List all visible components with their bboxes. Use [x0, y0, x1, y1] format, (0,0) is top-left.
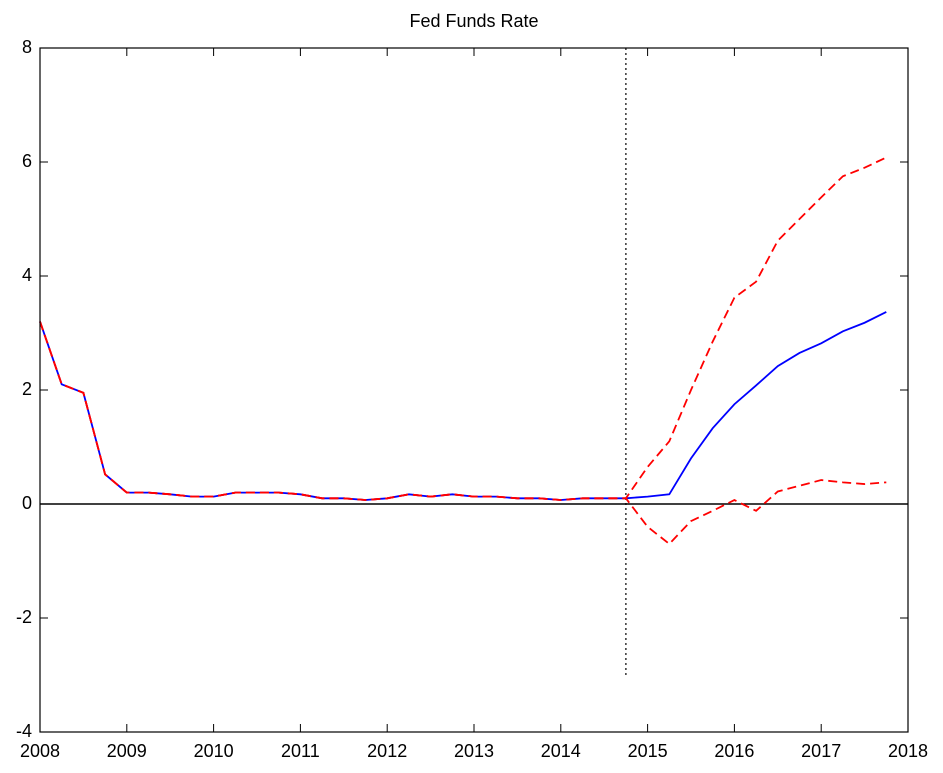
x-tick-label: 2012 [367, 741, 407, 761]
y-tick-label: 6 [22, 151, 32, 171]
x-tick-label: 2016 [714, 741, 754, 761]
series-line [39, 321, 887, 546]
plot-frame [39, 47, 909, 733]
y-tick-label: 4 [22, 265, 32, 285]
y-tick-label: 8 [22, 37, 32, 57]
x-tick-label: 2013 [454, 741, 494, 761]
x-tick-label: 2011 [281, 741, 320, 761]
y-tick-label: -4 [16, 721, 32, 741]
x-tick-label: 2017 [801, 741, 841, 761]
y-tick-label: -2 [16, 607, 32, 627]
x-tick-label: 2014 [541, 741, 581, 761]
x-tick-label: 2010 [194, 741, 234, 761]
x-tick-label: 2018 [888, 741, 928, 761]
chart-title: Fed Funds Rate [409, 11, 538, 31]
y-tick-label: 2 [22, 379, 32, 399]
x-tick-label: 2015 [628, 741, 668, 761]
x-tick-label: 2009 [107, 741, 147, 761]
y-tick-label: 0 [22, 493, 32, 513]
x-tick-label: 2008 [20, 741, 60, 761]
